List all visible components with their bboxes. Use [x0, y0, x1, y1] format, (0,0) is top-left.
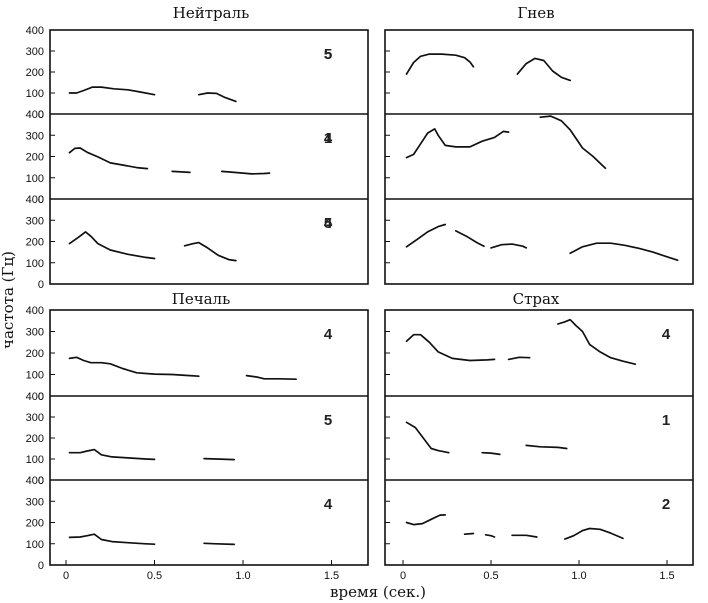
- series-line: [68, 533, 156, 546]
- y-tick-label: 200: [26, 67, 44, 79]
- row-label: 1: [662, 412, 670, 429]
- panel-frame: [49, 309, 369, 566]
- row-label: 2: [662, 496, 670, 513]
- panel-title: Страх: [513, 290, 560, 308]
- panel-frame: [384, 309, 694, 566]
- row-label: 5: [324, 46, 332, 63]
- series-line: [564, 527, 624, 540]
- text-layer: Нейтраль01002003004005010020030040010100…: [26, 4, 675, 582]
- series-line: [68, 86, 156, 96]
- series-line: [490, 243, 528, 249]
- x-tick-label: 0: [400, 570, 406, 582]
- series-line: [171, 170, 191, 174]
- panel-frame: [384, 29, 694, 285]
- x-tick-label: 0.5: [483, 570, 498, 582]
- y-axis-label: частота (Гц): [0, 251, 17, 349]
- y-tick-label: 200: [26, 237, 44, 249]
- y-tick-label: 200: [26, 152, 44, 164]
- y-tick-label: 0: [38, 475, 44, 487]
- x-axis-label: время (сек.): [330, 583, 426, 601]
- y-tick-label: 0: [38, 391, 44, 403]
- row-label: 4: [324, 496, 333, 513]
- series-line: [405, 223, 447, 248]
- y-tick-label: 100: [26, 173, 44, 185]
- row-label: 5: [324, 215, 332, 232]
- row-label: 4: [324, 326, 333, 343]
- series-line: [569, 242, 679, 262]
- series-line: [245, 374, 297, 381]
- series-line: [220, 170, 271, 175]
- y-tick-label: 300: [26, 215, 44, 227]
- x-tick-label: 1.5: [324, 570, 339, 582]
- y-tick-label: 300: [26, 496, 44, 508]
- series-line: [516, 57, 572, 82]
- y-tick-label: 200: [26, 348, 44, 360]
- y-tick-label: 200: [26, 518, 44, 530]
- y-tick-label: 100: [26, 454, 44, 466]
- series-line: [203, 457, 236, 461]
- y-tick-label: 0: [38, 109, 44, 121]
- y-tick-label: 200: [26, 433, 44, 445]
- row-label: 4: [662, 326, 671, 343]
- row-label: 5: [324, 46, 332, 63]
- series-line: [463, 532, 475, 536]
- series-line: [507, 356, 531, 361]
- row-label: 1: [324, 130, 332, 147]
- series-line: [405, 53, 475, 75]
- series-line: [539, 115, 607, 170]
- series-line: [405, 514, 447, 526]
- row-label: 4: [324, 215, 333, 232]
- series-line: [197, 92, 237, 103]
- row-label: 5: [324, 412, 332, 429]
- row-label: 4: [324, 130, 333, 147]
- series-line: [511, 534, 538, 538]
- y-tick-label: 300: [26, 46, 44, 58]
- panel-title: Нейтраль: [173, 4, 250, 22]
- x-tick-label: 1.5: [659, 570, 674, 582]
- axes-layer: [49, 29, 694, 566]
- x-tick-label: 1.0: [235, 570, 250, 582]
- y-tick-label: 300: [26, 327, 44, 339]
- series-line: [68, 231, 156, 260]
- y-tick-label: 100: [26, 88, 44, 100]
- y-tick-label: 0: [38, 194, 44, 206]
- series-line: [557, 318, 637, 366]
- series-line: [183, 241, 237, 262]
- y-tick-label: 400: [26, 25, 44, 37]
- panel-title: Гнев: [517, 4, 554, 22]
- panel-title: Печаль: [172, 290, 231, 308]
- x-tick-label: 0: [63, 570, 69, 582]
- series-line: [484, 533, 496, 538]
- series-line: [481, 451, 501, 456]
- x-tick-label: 0.5: [147, 570, 162, 582]
- series-line: [454, 230, 485, 248]
- y-tick-label: 400: [26, 391, 44, 403]
- y-tick-label: 0: [38, 560, 44, 572]
- series-line: [405, 333, 496, 362]
- series-line: [525, 444, 568, 450]
- series-line: [203, 542, 236, 546]
- y-tick-label: 100: [26, 539, 44, 551]
- y-tick-label: 300: [26, 130, 44, 142]
- x-tick-label: 1.0: [571, 570, 586, 582]
- series-line: [68, 147, 149, 170]
- y-tick-label: 300: [26, 412, 44, 424]
- curves-layer: [68, 53, 679, 546]
- y-tick-label: 400: [26, 475, 44, 487]
- series-line: [405, 421, 450, 454]
- y-tick-label: 100: [26, 258, 44, 270]
- series-line: [68, 448, 156, 461]
- y-tick-label: 0: [38, 279, 44, 291]
- y-tick-label: 400: [26, 194, 44, 206]
- y-tick-label: 100: [26, 370, 44, 382]
- y-tick-label: 400: [26, 305, 44, 317]
- series-line: [405, 128, 510, 159]
- series-line: [68, 356, 200, 378]
- y-tick-label: 400: [26, 109, 44, 121]
